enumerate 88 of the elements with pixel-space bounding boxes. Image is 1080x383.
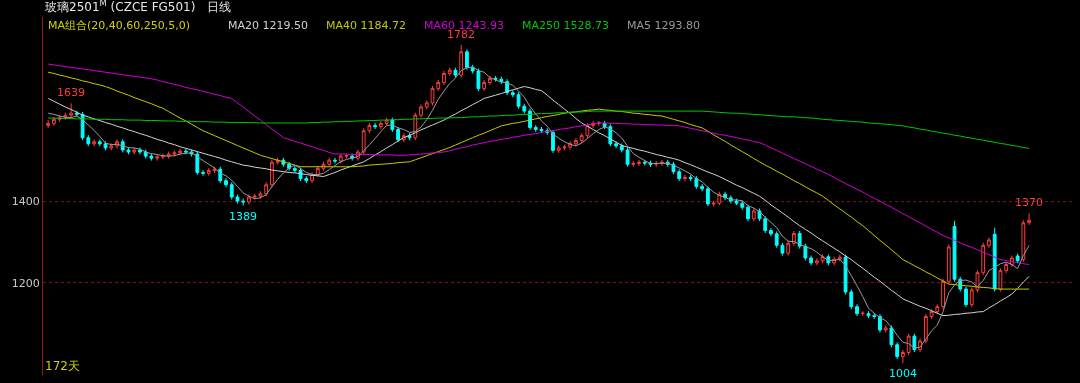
candlestick (895, 341, 900, 360)
candlestick (929, 308, 934, 320)
candlestick (183, 148, 188, 155)
line-series (47, 110, 1030, 149)
candlestick (459, 44, 464, 79)
candlestick (809, 255, 814, 266)
candlestick (1015, 252, 1020, 264)
candlestick (614, 140, 618, 149)
candlestick (510, 89, 515, 98)
candlestick (1004, 261, 1009, 274)
candlestick (51, 116, 56, 127)
candlestick (447, 67, 452, 77)
candlestick (419, 104, 423, 119)
candlestick (92, 138, 96, 147)
candlestick (1021, 219, 1026, 263)
candlestick (769, 227, 773, 237)
candlestick (465, 48, 469, 71)
candlestick (132, 147, 137, 155)
candlestick (109, 142, 114, 151)
candlestick (138, 147, 142, 155)
annotation: 1370 (1015, 196, 1043, 209)
text: MA5 1293.80 (627, 19, 700, 32)
chart-title: 玻璃2501$^{M}$ (CZCE FG501) 日线 (45, 0, 231, 15)
chart-subtitle: MA组合(20,40,60,250,5,0) (48, 19, 191, 32)
candlestick (551, 129, 555, 154)
y-tick-label: 1400 (11, 194, 40, 208)
candlestick (453, 67, 458, 79)
candlestick (218, 166, 223, 184)
candlestick (751, 207, 756, 222)
candlestick (878, 313, 882, 333)
candlestick (201, 169, 205, 177)
candlestick (906, 333, 911, 356)
candlestick (883, 324, 888, 333)
annotation: 1389 (229, 210, 257, 223)
text: MA20 1219.50 (228, 19, 308, 32)
candlestick (998, 267, 1003, 293)
text: MA250 1528.73 (522, 19, 609, 32)
candlestick (803, 243, 808, 261)
y-tick-label: 1200 (11, 276, 40, 290)
candlestick (855, 303, 859, 317)
candlestick (631, 160, 636, 168)
candlestick (292, 165, 297, 174)
candlestick (269, 159, 274, 188)
candlestick (786, 240, 791, 257)
candlestick (482, 79, 487, 92)
candlestick (1027, 212, 1032, 226)
candlestick (625, 147, 630, 168)
candlestick (837, 254, 842, 263)
candlestick (178, 148, 183, 156)
candlestick (901, 349, 905, 364)
candlestick (705, 185, 710, 207)
annotation: 1004 (889, 367, 917, 380)
candlestick (923, 313, 928, 344)
candlestick (487, 75, 492, 86)
candlestick (155, 153, 160, 162)
candlestick (987, 237, 991, 249)
candlestick (160, 153, 165, 160)
candlestick (912, 333, 917, 353)
candlestick (378, 120, 383, 130)
candlestick (860, 310, 865, 317)
candlestick (992, 227, 997, 293)
candlestick (619, 142, 624, 153)
candlestick (889, 324, 894, 348)
candlestick (820, 253, 825, 264)
candlestick (746, 204, 750, 222)
candlestick (264, 181, 269, 197)
candlestick (941, 278, 945, 310)
candlestick (964, 286, 968, 308)
candlestick (700, 183, 705, 192)
candlestick (224, 177, 228, 188)
candlestick (333, 157, 337, 164)
text: MA40 1184.72 (326, 19, 406, 32)
annotation: 1639 (57, 86, 85, 99)
candlestick (69, 102, 74, 119)
candlestick (814, 257, 819, 266)
candlestick (396, 126, 400, 143)
candlestick (935, 303, 940, 315)
candlestick (195, 151, 200, 176)
candlestick (797, 230, 802, 250)
candlestick (946, 243, 951, 285)
candlestick (574, 137, 578, 147)
candlestick (46, 119, 51, 129)
candlestick (442, 70, 446, 86)
candlestick (683, 174, 687, 182)
candlestick (247, 194, 251, 205)
candlestick (637, 159, 641, 167)
candlestick (373, 122, 378, 130)
annotation: 172天 (45, 359, 80, 373)
